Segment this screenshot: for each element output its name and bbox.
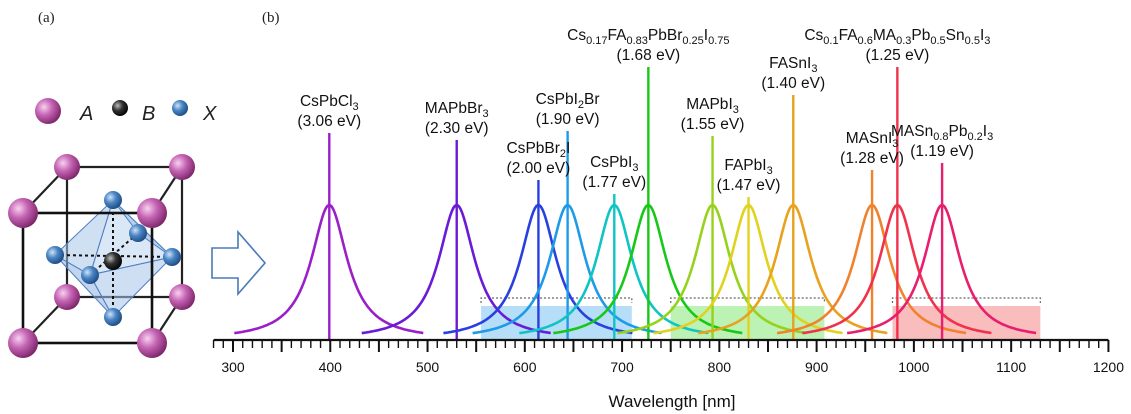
x-tick-label: 800	[708, 359, 732, 375]
peak-energy-label: (1.68 eV)	[616, 47, 680, 64]
x-atom	[81, 266, 99, 284]
peak-labels-layer: CsPbCl3(3.06 eV) MAPbBr3(2.30 eV) CsPbBr2I…	[297, 27, 993, 194]
a-atom	[8, 328, 38, 358]
peak-material-label: CsPbI2Br	[536, 91, 600, 111]
x-atom	[104, 191, 122, 209]
peak-material-label: Cs0.1FA0.6MA0.3Pb0.5Sn0.5I3	[804, 27, 990, 47]
x-site-atom-icon	[172, 100, 188, 116]
panel-label-a: (a)	[38, 10, 55, 26]
x-tick-label: 500	[416, 359, 440, 375]
panel-label-b: (b)	[262, 10, 280, 26]
cube-front-face	[21, 211, 154, 345]
a-atom	[169, 154, 195, 180]
peak-energy-label: (2.00 eV)	[507, 160, 571, 177]
x-tick-label: 400	[319, 359, 343, 375]
peak-energy-label: (1.28 eV)	[840, 150, 904, 167]
x-tick-label: 600	[513, 359, 537, 375]
peak-material-label: CsPbBr2I	[506, 140, 570, 160]
legend-label-a: A	[79, 103, 93, 125]
legend-label-b: B	[142, 103, 155, 125]
band-bracket	[480, 297, 633, 303]
x-atom	[129, 224, 147, 242]
spectral-band	[892, 306, 1041, 340]
right-arrow-icon	[211, 229, 267, 297]
a-atom	[169, 284, 195, 310]
a-site-atom-icon	[35, 98, 61, 124]
curves-layer	[234, 67, 1037, 340]
peak-energy-label: (1.40 eV)	[761, 75, 825, 92]
x-atom	[163, 248, 181, 266]
peak-material-label: CsPbCl3	[300, 93, 359, 113]
b-atom	[104, 252, 122, 270]
band-bracket	[891, 297, 1041, 303]
x-tick-label: 1000	[898, 359, 929, 375]
peak-energy-label: (1.55 eV)	[681, 116, 745, 133]
peak-material-label: MAPbBr3	[425, 100, 489, 120]
peak-energy-label: (1.47 eV)	[717, 177, 781, 194]
x-atom	[46, 246, 64, 264]
peak-material-label: FAPbI3	[724, 157, 772, 177]
peak-energy-label: (1.77 eV)	[582, 174, 646, 191]
x-axis-title: Wavelength [nm]	[609, 392, 736, 411]
x-tick-label: 300	[221, 359, 245, 375]
peak-material-label: CsPbI3	[590, 154, 638, 174]
x-axis: 300 400 500 600 700 800 900 1000 1100 1200	[212, 338, 1124, 375]
peak-material-label: Cs0.17FA0.83PbBr0.25I0.75	[567, 27, 729, 47]
a-atom	[54, 154, 80, 180]
x-tick-label: 900	[805, 359, 829, 375]
atom-legend: A B X	[35, 98, 217, 125]
perovskite-structure	[8, 154, 195, 358]
a-atom	[8, 198, 38, 228]
peak-energy-label: (1.90 eV)	[536, 111, 600, 128]
peak-energy-label: (3.06 eV)	[297, 113, 361, 130]
peak-material-label: MASn0.8Pb0.2I3	[891, 123, 993, 143]
a-atom	[137, 198, 167, 228]
peak-energy-label: (2.30 eV)	[425, 120, 489, 137]
x-tick-label: 700	[610, 359, 634, 375]
peak-energy-label: (1.19 eV)	[910, 143, 974, 160]
a-atom	[137, 328, 167, 358]
peak-material-label: MAPbI3	[686, 96, 739, 116]
b-site-atom-icon	[112, 100, 128, 116]
x-atom	[104, 308, 122, 326]
x-tick-label: 1100	[996, 359, 1026, 375]
legend-label-x: X	[202, 103, 217, 125]
x-tick-label: 1200	[1093, 359, 1124, 375]
peak-material-label: FASnI3	[769, 55, 817, 75]
a-atom	[54, 284, 80, 310]
peak-material-label: MASnI3	[846, 130, 899, 150]
peak-energy-label: (1.25 eV)	[865, 47, 929, 64]
emission-spectra-chart: 300 400 500 600 700 800 900 1000 1100 1200 CsPbCl…	[212, 27, 1124, 411]
